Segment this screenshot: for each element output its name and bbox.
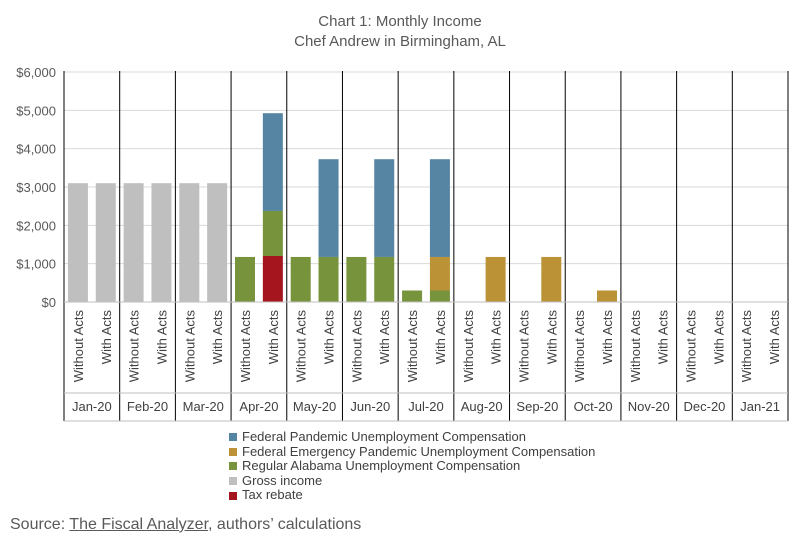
legend-label: Federal Pandemic Unemployment Compensati… xyxy=(242,429,526,444)
month-label: May-20 xyxy=(293,399,336,414)
legend-label: Gross income xyxy=(242,472,323,488)
source-note: Source: The Fiscal Analyzer, authors’ ca… xyxy=(10,516,361,534)
scenario-label: With Acts xyxy=(489,310,504,365)
legend-swatch xyxy=(229,447,237,456)
bar-segment xyxy=(262,256,283,302)
bar-segment xyxy=(429,290,450,302)
bar-segment xyxy=(95,183,116,302)
scenario-label: With Acts xyxy=(767,310,782,365)
scenario-label: With Acts xyxy=(154,310,169,365)
scenario-label: Without Acts xyxy=(516,310,531,383)
bar-segment xyxy=(179,183,200,302)
scenario-label: Without Acts xyxy=(238,310,253,383)
bar-segment xyxy=(597,290,617,302)
legend-item: Federal Emergency Pandemic Unemployment … xyxy=(229,443,596,460)
y-tick-label: $1,000 xyxy=(16,257,56,272)
y-tick-label: $0 xyxy=(42,295,56,310)
bar-segment xyxy=(541,256,562,302)
bar-segment xyxy=(374,159,395,257)
legend-swatch xyxy=(229,477,237,486)
month-label: Jul-20 xyxy=(408,399,443,414)
scenario-label: With Acts xyxy=(711,310,726,365)
y-tick-label: $2,000 xyxy=(16,218,56,233)
bar-segment xyxy=(290,256,311,302)
month-label: Jan-21 xyxy=(740,399,780,414)
bar-segment xyxy=(262,113,283,211)
bar-segment xyxy=(402,290,423,302)
source-suffix: , authors’ calculations xyxy=(208,516,362,533)
scenario-label: With Acts xyxy=(210,310,225,365)
scenario-label: Without Acts xyxy=(572,310,587,383)
month-label: Apr-20 xyxy=(239,399,278,414)
legend-item: Federal Pandemic Unemployment Compensati… xyxy=(229,429,595,445)
month-label: Jun-20 xyxy=(350,399,390,414)
y-tick-label: $6,000 xyxy=(16,65,56,80)
bar-segment xyxy=(429,256,450,291)
scenario-label: With Acts xyxy=(377,310,392,365)
y-tick-label: $5,000 xyxy=(16,103,56,118)
month-label: Oct-20 xyxy=(574,399,613,414)
legend-label: Regular Alabama Unemployment Compensatio… xyxy=(242,458,521,474)
legend-swatch xyxy=(229,491,237,500)
scenario-label: Without Acts xyxy=(684,310,699,383)
chart-subtitle: Chef Andrew in Birmingham, AL xyxy=(294,33,506,50)
legend-label: Federal Emergency Pandemic Unemployment … xyxy=(242,443,596,459)
scenario-label: With Acts xyxy=(99,310,114,365)
legend-swatch xyxy=(229,462,237,471)
chart-legend: Federal Pandemic Unemployment Compensati… xyxy=(229,429,596,503)
legend-item: Gross income xyxy=(229,472,595,489)
scenario-label: Without Acts xyxy=(127,310,142,383)
chart-title: Chart 1: Monthly Income xyxy=(318,13,482,30)
y-tick-label: $3,000 xyxy=(16,180,56,195)
bar-segment xyxy=(485,256,506,302)
scenario-label: Without Acts xyxy=(628,310,643,383)
scenario-label: With Acts xyxy=(600,310,615,365)
legend-label: Tax rebate xyxy=(242,487,303,503)
month-label: Aug-20 xyxy=(461,399,503,414)
scenario-label: With Acts xyxy=(656,310,671,365)
scenario-label: Without Acts xyxy=(349,310,364,383)
scenario-label: With Acts xyxy=(266,310,281,365)
scenario-label: Without Acts xyxy=(461,310,476,383)
scenario-label: Without Acts xyxy=(182,310,197,383)
scenario-label: Without Acts xyxy=(405,310,420,383)
legend-swatch xyxy=(229,433,237,442)
scenario-label: With Acts xyxy=(544,310,559,365)
bar-segment xyxy=(123,183,144,302)
scenario-label: With Acts xyxy=(433,310,448,365)
legend-item: Tax rebate xyxy=(229,488,595,503)
source-prefix: Source: xyxy=(10,516,70,533)
month-label: Sep-20 xyxy=(516,399,558,414)
month-label: Dec-20 xyxy=(684,399,726,414)
month-label: Nov-20 xyxy=(628,399,670,414)
scenario-label: With Acts xyxy=(322,310,337,365)
bar-segment xyxy=(235,256,255,302)
bar-segment xyxy=(429,159,450,257)
scenario-label: Without Acts xyxy=(71,310,86,383)
y-tick-label: $4,000 xyxy=(16,142,56,157)
bar-segment xyxy=(374,256,395,302)
source-link[interactable]: The Fiscal Analyzer xyxy=(69,516,209,533)
bar-segment xyxy=(346,256,367,302)
chart-title-block: Chart 1: Monthly Income Chef Andrew in B… xyxy=(0,12,800,52)
legend-item: Regular Alabama Unemployment Compensatio… xyxy=(229,459,595,474)
bar-segment xyxy=(207,183,228,302)
bar-segment xyxy=(262,210,283,256)
scenario-label: Without Acts xyxy=(739,310,754,383)
month-label: Jan-20 xyxy=(72,399,112,414)
month-label: Mar-20 xyxy=(183,399,224,414)
bar-segment xyxy=(318,159,339,257)
bar-segment xyxy=(151,183,172,302)
month-label: Feb-20 xyxy=(127,399,168,414)
bar-segment xyxy=(318,256,339,302)
bar-segment xyxy=(67,183,88,302)
scenario-label: Without Acts xyxy=(294,310,309,383)
